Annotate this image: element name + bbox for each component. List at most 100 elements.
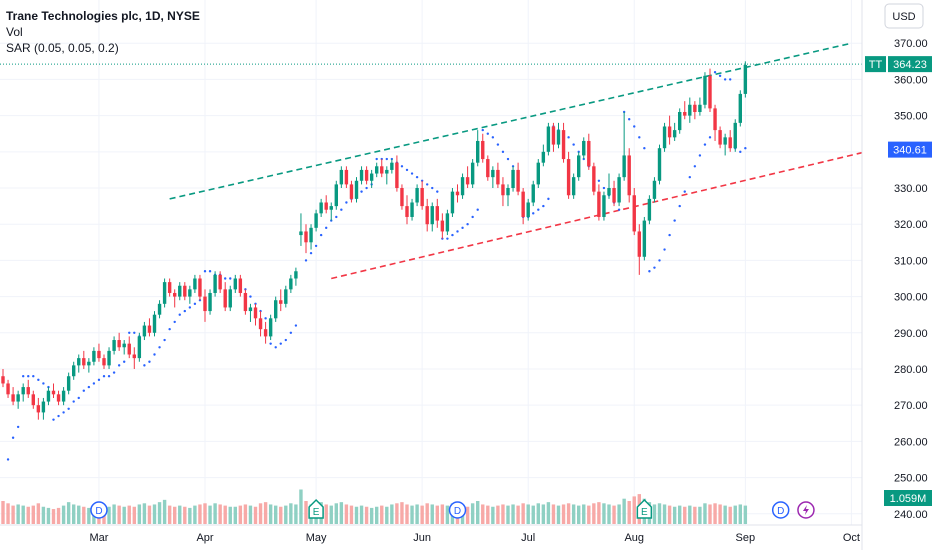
sar-dot [461,226,464,230]
candle [253,303,258,326]
volume-bar [536,503,540,524]
sar-dot [269,342,272,345]
candle-body [708,75,712,109]
sar-dot [6,458,10,461]
candle-body [400,188,404,207]
sar-indicator-label[interactable]: SAR (0.05, 0.05, 0.2) [6,41,119,55]
volume-bar [435,505,439,524]
vol-indicator-label[interactable]: Vol [6,25,23,39]
trendlines [0,42,932,280]
volume-bar [72,504,76,524]
candle [127,336,131,359]
candle [582,137,586,160]
sar-dot [153,353,156,356]
volume-bar [380,505,384,524]
candle-body [455,191,460,196]
candle [541,144,546,167]
volume-bar [708,504,712,524]
volume-bar [21,505,25,524]
volume-bar [142,503,147,524]
candle [137,332,142,362]
volume-bar [1,501,5,524]
sar-dot [37,378,40,382]
volume-bar [87,507,91,524]
chart-title[interactable]: Trane Technologies plc, 1D, NYSE [6,9,200,23]
volume-bar [582,504,586,524]
volume-bar [218,504,222,524]
volume-bar [486,505,490,524]
candle [132,347,136,369]
candle-body [51,390,56,395]
volume-bars [1,489,748,524]
sar-dot [400,165,404,168]
volume-bar [238,505,243,524]
candle [602,191,606,221]
volume-bar [6,503,10,524]
candle [435,198,439,228]
candle [662,122,667,152]
candle-body [213,274,217,293]
candle-body [218,274,222,290]
candle [491,166,495,189]
candle-body [511,169,515,189]
sar-dot [340,208,343,211]
candle-body [279,300,283,304]
candle-body [486,159,490,178]
candle-body [470,162,475,185]
dividend-marker-label: D [777,506,784,517]
sar-dot [496,143,500,146]
volume-bar [506,505,510,524]
candle [637,224,641,275]
candle-body [36,405,41,413]
sar-dot [304,259,308,262]
x-tick-label: Sep [736,532,756,544]
candle [642,216,647,261]
candle [117,332,121,351]
candle [294,267,298,286]
candle-body [637,231,641,257]
sar-dot [410,172,414,175]
sar-dot [158,346,161,349]
sar-dot [713,70,717,74]
candle-body [369,173,374,181]
sar-dot [67,407,70,410]
candle [188,285,192,304]
sar-dot [617,208,621,211]
sar-dot [92,382,96,385]
volume-bar [31,505,35,524]
symbol-tag-label: TT [869,59,883,71]
dividend-marker [448,501,467,519]
volume-bar [470,503,475,524]
volume-bar [566,503,571,524]
volume-bar [688,505,692,524]
candle [319,198,323,217]
sar-dot [102,375,106,378]
sar-dot [451,233,454,237]
y-tick-label: 250.00 [894,473,928,485]
candle [97,343,101,362]
candle-body [430,206,434,225]
dividend-marker [90,501,108,519]
candle [385,166,389,185]
volume-bar [213,503,217,524]
volume-bar [233,506,237,524]
volume-bar [496,505,500,524]
candle-body [122,343,126,348]
candle-body [556,130,561,145]
sar-dot [264,317,267,320]
candle-body [577,155,581,178]
candle [556,122,561,149]
candle-body [329,206,333,210]
sar-dot [87,385,91,389]
price-tag-value: 340.61 [893,145,927,157]
sar-dot [57,414,60,418]
volume-bar [577,505,581,524]
sar-dot [97,378,101,382]
candle [607,173,611,199]
candle [344,166,349,189]
candle [329,202,333,221]
candle-body [183,285,187,297]
